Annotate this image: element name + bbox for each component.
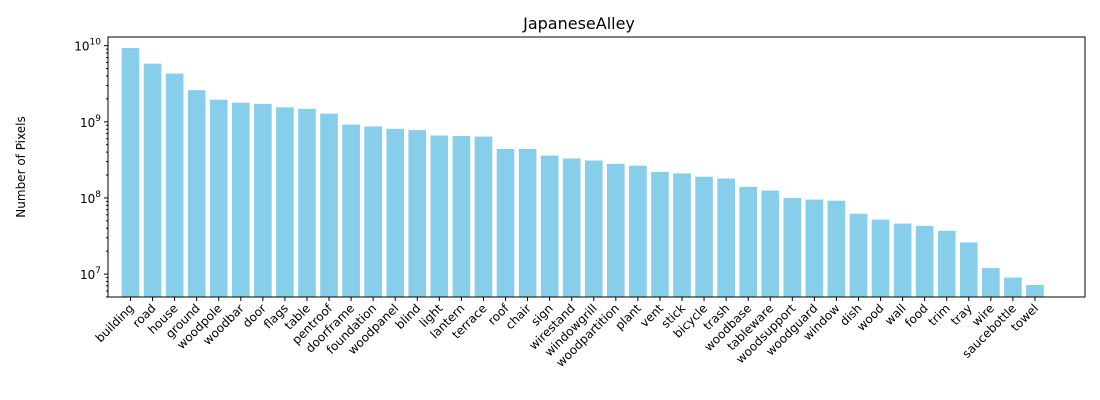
bar-woodbar xyxy=(231,102,250,298)
chart-title: JapaneseAlley xyxy=(522,14,635,33)
bar-bicycle xyxy=(695,176,713,297)
bar-chair xyxy=(518,148,537,297)
y-tick-label-2: 109 xyxy=(80,114,101,130)
y-tick-label-0: 107 xyxy=(80,266,101,282)
bar-door xyxy=(254,103,272,297)
x-tick-label-vent: vent xyxy=(637,301,666,330)
bar-blind xyxy=(408,130,427,297)
bar-stick xyxy=(673,173,691,297)
bar-ground xyxy=(187,90,206,298)
y-tick-label-1: 108 xyxy=(80,190,101,206)
bar-woodbase xyxy=(739,186,758,297)
y-axis-label: Number of Pixels xyxy=(14,116,28,217)
bar-terrace xyxy=(474,136,493,297)
bar-table xyxy=(298,108,316,298)
x-tick-label-wall: wall xyxy=(882,301,909,328)
bar-house xyxy=(165,73,184,297)
bars-group xyxy=(121,48,1044,298)
bar-wirestand xyxy=(562,158,581,297)
bar-food xyxy=(915,225,934,297)
bar-dish xyxy=(849,213,868,297)
bar-light xyxy=(430,135,449,297)
x-tick-label-tray: tray xyxy=(948,301,975,328)
bar-foundation xyxy=(364,126,382,297)
bar-pentroof xyxy=(320,113,338,297)
x-tick-label-trim: trim xyxy=(925,301,952,328)
bar-trash xyxy=(717,178,735,297)
bar-towel xyxy=(1026,284,1044,297)
bar-vent xyxy=(651,171,669,297)
bar-woodpanel xyxy=(386,128,405,297)
bar-woodsupport xyxy=(783,197,802,297)
x-axis-ticks: buildingroadhousegroundwoodpolewoodbardo… xyxy=(93,297,1041,370)
bar-wall xyxy=(893,223,912,297)
bar-building xyxy=(121,48,140,297)
bar-window xyxy=(827,200,846,297)
bar-plant xyxy=(629,165,647,297)
bar-saucebottle xyxy=(1004,277,1022,297)
y-axis-ticks: 107 108 109 1010 xyxy=(74,38,108,298)
bar-roof xyxy=(496,148,515,297)
bar-woodpole xyxy=(209,99,228,297)
bar-doorframe xyxy=(342,124,360,297)
x-tick-label-food: food xyxy=(902,301,931,330)
plot-frame xyxy=(107,36,1086,298)
bar-road xyxy=(143,63,162,298)
bar-flags xyxy=(276,107,294,297)
bar-woodguard xyxy=(805,199,824,297)
bar-lantern xyxy=(452,136,471,297)
bar-windowgrill xyxy=(584,160,603,297)
x-tick-label-building: building xyxy=(93,301,137,345)
bar-tray xyxy=(959,242,978,297)
bar-sign xyxy=(540,155,559,297)
bar-wire xyxy=(982,268,1000,297)
y-tick-label-3: 1010 xyxy=(74,38,101,54)
bar-woodpartition xyxy=(606,163,625,297)
bar-wood xyxy=(871,219,890,297)
bar-trim xyxy=(937,230,956,297)
bar-tableware xyxy=(761,190,780,297)
